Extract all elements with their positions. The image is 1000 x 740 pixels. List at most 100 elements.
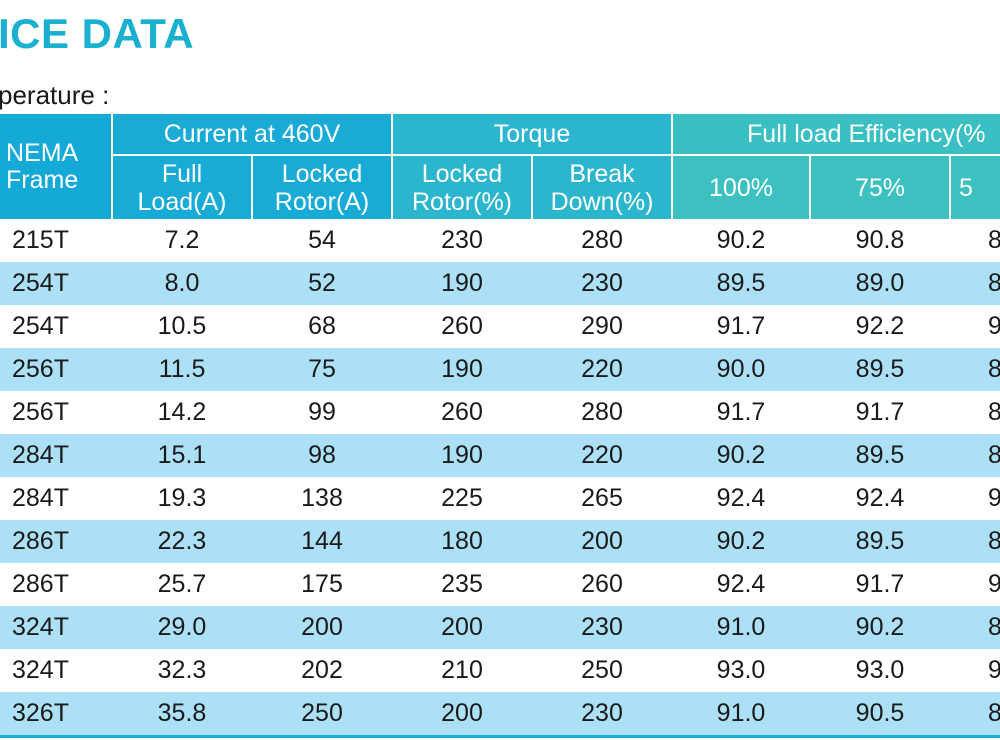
table-row: 256T 11.5 75 190 220 90.0 89.5 8 xyxy=(0,348,1000,391)
cell-locked-rotor-pct: 225 xyxy=(441,484,483,512)
cell-eff-100: 89.5 xyxy=(672,262,811,305)
cell-locked-rotor-pct: 260 xyxy=(441,312,483,340)
header-nema-frame: NEMA Frame xyxy=(0,114,113,219)
cell-full-load: 10.5 xyxy=(157,312,207,340)
header-current-group: Current at 460V xyxy=(112,114,393,156)
header-efficiency-group: Full load Efficiency(% xyxy=(672,114,1000,156)
cell-break-down: 265 xyxy=(581,484,623,512)
cell-eff-50: 8 xyxy=(950,606,1000,649)
header-locked-rotor-pct-line1: Locked xyxy=(421,159,503,188)
cell-break-down: 260 xyxy=(581,570,623,598)
header-eff-75: 75% xyxy=(810,155,952,219)
cell-locked-rotor-pct: 210 xyxy=(441,656,483,684)
cell-frame: 326T xyxy=(0,692,112,738)
header-break-down: Break Down(%) xyxy=(532,155,674,219)
cell-locked-rotor-pct: 200 xyxy=(392,606,532,649)
cell-locked-rotor-a: 250 xyxy=(252,692,392,738)
cell-full-load: 14.2 xyxy=(157,398,207,426)
cell-eff-50: 9 xyxy=(988,484,1000,512)
table-row: 324T 29.0 200 200 230 91.0 90.2 8 xyxy=(0,606,1000,649)
cell-full-load: 19.3 xyxy=(157,484,207,512)
cell-eff-50: 9 xyxy=(988,312,1000,340)
cell-frame: 254T xyxy=(12,312,69,340)
cell-full-load: 32.3 xyxy=(157,656,207,684)
cell-full-load: 8.0 xyxy=(112,262,252,305)
cell-full-load: 29.0 xyxy=(112,606,252,649)
cell-eff-75: 89.5 xyxy=(810,520,951,563)
cell-eff-100: 90.2 xyxy=(672,434,811,477)
header-eff-50: 5 xyxy=(950,155,1000,219)
header-break-down-line1: Break xyxy=(569,159,635,188)
table-row: 324T 32.3 202 210 250 93.0 93.0 9 xyxy=(0,649,1000,692)
table-body: 215T 7.2 54 230 280 90.2 90.8 8 254T 8.0 52 190 230 8… xyxy=(0,219,1000,738)
cell-frame: 256T xyxy=(0,348,112,391)
cell-eff-100: 91.0 xyxy=(672,692,811,738)
header-locked-rotor-a: Locked Rotor(A) xyxy=(252,155,393,219)
cell-eff-100: 90.2 xyxy=(716,226,766,254)
header-full-load: Full Load(A) xyxy=(112,155,253,219)
cell-eff-50: 9 xyxy=(988,570,1000,598)
header-nema-line1: NEMA xyxy=(6,138,79,167)
cell-break-down: 220 xyxy=(532,434,673,477)
header-torque-group: Torque xyxy=(392,114,674,156)
cell-locked-rotor-a: 99 xyxy=(308,398,336,426)
cell-full-load: 15.1 xyxy=(112,434,252,477)
table-row: 254T 10.5 68 260 290 91.7 92.2 9 xyxy=(0,305,1000,348)
cell-eff-75: 91.7 xyxy=(855,570,905,598)
cell-eff-75: 90.8 xyxy=(855,226,905,254)
cell-locked-rotor-pct: 200 xyxy=(392,692,532,738)
cell-eff-100: 90.2 xyxy=(672,520,811,563)
cell-locked-rotor-pct: 190 xyxy=(392,434,532,477)
cell-locked-rotor-a: 138 xyxy=(301,484,343,512)
cell-eff-50: 8 xyxy=(950,520,1000,563)
cell-locked-rotor-a: 98 xyxy=(252,434,392,477)
header-eff-100: 100% xyxy=(672,155,812,219)
cell-frame: 324T xyxy=(0,606,112,649)
header-locked-rotor-a-line2: Rotor(A) xyxy=(274,187,370,216)
cell-break-down: 230 xyxy=(532,606,673,649)
performance-data-table: NEMA Frame Current at 460V Torque Full l… xyxy=(0,114,1000,738)
cell-locked-rotor-a: 200 xyxy=(252,606,392,649)
cell-locked-rotor-a: 175 xyxy=(301,570,343,598)
cell-full-load: 7.2 xyxy=(164,226,200,254)
cell-locked-rotor-a: 52 xyxy=(252,262,392,305)
cell-full-load: 25.7 xyxy=(157,570,207,598)
cell-eff-100: 91.7 xyxy=(716,398,766,426)
cell-eff-75: 91.7 xyxy=(855,398,905,426)
cell-eff-50: 8 xyxy=(950,262,1000,305)
table-row: 215T 7.2 54 230 280 90.2 90.8 8 xyxy=(0,219,1000,262)
cell-eff-75: 92.4 xyxy=(855,484,905,512)
cell-eff-100: 92.4 xyxy=(716,570,766,598)
cell-eff-75: 89.5 xyxy=(810,434,951,477)
section-title: ICE DATA xyxy=(0,10,195,57)
cell-locked-rotor-pct: 260 xyxy=(441,398,483,426)
cell-frame: 286T xyxy=(12,570,69,598)
cell-frame: 284T xyxy=(0,434,112,477)
cell-locked-rotor-pct: 235 xyxy=(441,570,483,598)
cell-eff-100: 91.0 xyxy=(672,606,811,649)
cell-break-down: 290 xyxy=(581,312,623,340)
cell-eff-75: 93.0 xyxy=(855,656,905,684)
cell-eff-75: 90.2 xyxy=(810,606,951,649)
cell-frame: 324T xyxy=(12,656,69,684)
cell-locked-rotor-a: 54 xyxy=(308,226,336,254)
cell-eff-100: 91.7 xyxy=(716,312,766,340)
cell-locked-rotor-a: 68 xyxy=(308,312,336,340)
cell-frame: 284T xyxy=(12,484,69,512)
header-full-load-line1: Full xyxy=(161,159,203,188)
table-row: 256T 14.2 99 260 280 91.7 91.7 8 xyxy=(0,391,1000,434)
cell-frame: 215T xyxy=(12,226,69,254)
header-locked-rotor-pct: Locked Rotor(%) xyxy=(392,155,533,219)
cell-eff-50: 8 xyxy=(950,434,1000,477)
table-row: 284T 15.1 98 190 220 90.2 89.5 8 xyxy=(0,434,1000,477)
cell-break-down: 220 xyxy=(532,348,673,391)
cell-locked-rotor-a: 75 xyxy=(252,348,392,391)
cell-break-down: 280 xyxy=(581,226,623,254)
header-locked-rotor-a-line1: Locked xyxy=(281,159,363,188)
cell-eff-50: 8 xyxy=(988,226,1000,254)
cell-frame: 254T xyxy=(0,262,112,305)
cell-eff-50: 8 xyxy=(988,398,1000,426)
header-locked-rotor-pct-line2: Rotor(%) xyxy=(411,187,512,216)
cell-frame: 256T xyxy=(12,398,69,426)
cell-eff-75: 89.0 xyxy=(810,262,951,305)
